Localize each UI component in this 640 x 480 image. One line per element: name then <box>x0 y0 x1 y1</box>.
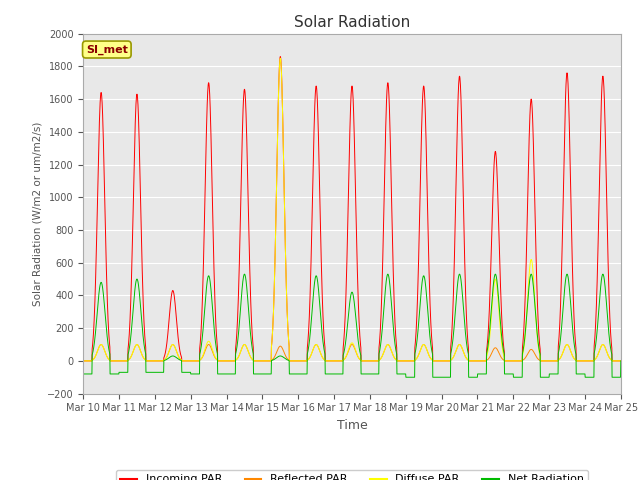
Incoming PAR <box>229 358 237 364</box>
Line: Incoming PAR: Incoming PAR <box>83 57 621 361</box>
Diffuse PAR <box>79 358 87 364</box>
Incoming PAR <box>276 54 284 60</box>
Net Radiation <box>508 371 516 377</box>
Net Radiation <box>584 374 592 380</box>
Incoming PAR <box>617 358 625 364</box>
Diffuse PAR <box>229 358 237 364</box>
Diffuse PAR <box>584 358 592 364</box>
Text: SI_met: SI_met <box>86 44 128 55</box>
Incoming PAR <box>570 301 577 307</box>
Reflected PAR <box>380 351 387 357</box>
Incoming PAR <box>79 358 87 364</box>
Net Radiation <box>402 374 410 380</box>
Legend: Incoming PAR, Reflected PAR, Diffuse PAR, Net Radiation: Incoming PAR, Reflected PAR, Diffuse PAR… <box>116 470 588 480</box>
Net Radiation <box>79 371 87 377</box>
Incoming PAR <box>380 236 387 241</box>
Line: Diffuse PAR: Diffuse PAR <box>83 58 621 361</box>
Title: Solar Radiation: Solar Radiation <box>294 15 410 30</box>
Incoming PAR <box>508 358 516 364</box>
Net Radiation <box>367 371 375 377</box>
Line: Net Radiation: Net Radiation <box>83 274 621 377</box>
Reflected PAR <box>368 358 376 364</box>
Diffuse PAR <box>368 358 376 364</box>
Diffuse PAR <box>380 351 387 357</box>
Diffuse PAR <box>276 55 284 61</box>
Y-axis label: Solar Radiation (W/m2 or um/m2/s): Solar Radiation (W/m2 or um/m2/s) <box>33 121 43 306</box>
Net Radiation <box>379 317 387 323</box>
Net Radiation <box>229 371 237 377</box>
Reflected PAR <box>570 355 577 360</box>
Incoming PAR <box>584 358 592 364</box>
Diffuse PAR <box>617 358 625 364</box>
Reflected PAR <box>79 358 87 364</box>
Reflected PAR <box>584 358 592 364</box>
Net Radiation <box>617 358 625 364</box>
Reflected PAR <box>617 358 625 364</box>
Diffuse PAR <box>508 358 516 364</box>
X-axis label: Time: Time <box>337 419 367 432</box>
Net Radiation <box>570 335 577 341</box>
Reflected PAR <box>97 342 105 348</box>
Line: Reflected PAR: Reflected PAR <box>83 345 621 361</box>
Incoming PAR <box>368 358 376 364</box>
Reflected PAR <box>508 358 516 364</box>
Net Radiation <box>599 271 607 277</box>
Diffuse PAR <box>570 355 577 360</box>
Reflected PAR <box>230 358 237 364</box>
